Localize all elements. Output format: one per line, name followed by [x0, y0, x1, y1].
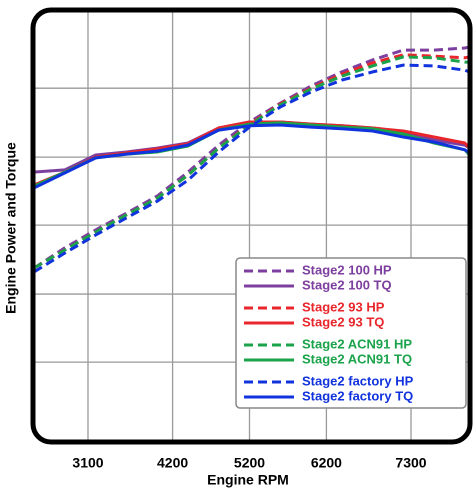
- series-line: [35, 53, 468, 270]
- legend-label: Stage2 93 HP: [302, 299, 385, 314]
- x-tick-label: 3100: [72, 455, 103, 471]
- legend-label: Stage2 100 TQ: [302, 277, 392, 292]
- series-line: [35, 63, 468, 274]
- legend-box: [235, 257, 467, 409]
- plot-frame: [30, 7, 473, 445]
- x-tick-label: 6200: [311, 455, 342, 471]
- series-line: [35, 45, 468, 270]
- series-line: [35, 55, 468, 270]
- series-line: [35, 120, 468, 174]
- x-tick-label: 4200: [157, 455, 188, 471]
- legend-label: Stage2 ACN91 HP: [302, 336, 412, 351]
- x-axis-label: Engine RPM: [207, 472, 289, 488]
- legend-label: Stage2 100 HP: [302, 262, 392, 277]
- legend-label: Stage2 factory TQ: [302, 388, 413, 403]
- lines: [35, 45, 468, 274]
- legend-label: Stage2 93 TQ: [302, 314, 384, 329]
- legend-label: Stage2 ACN91 TQ: [302, 351, 412, 366]
- x-tick-label: 5200: [234, 455, 265, 471]
- x-tick-label: 7300: [395, 455, 426, 471]
- legend-label: Stage2 factory HP: [302, 373, 414, 388]
- series-line: [35, 123, 468, 190]
- y-axis-label: Engine Power and Torque: [3, 142, 19, 314]
